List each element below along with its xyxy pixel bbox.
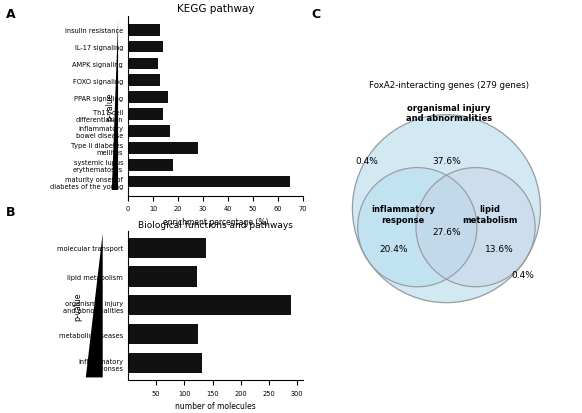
Bar bbox=[128, 176, 290, 188]
Text: A: A bbox=[6, 8, 16, 21]
Text: p-value: p-value bbox=[73, 292, 82, 320]
Bar bbox=[128, 75, 161, 87]
Text: 0.4%: 0.4% bbox=[356, 157, 378, 166]
Bar bbox=[128, 324, 198, 344]
Text: 37.6%: 37.6% bbox=[432, 157, 461, 166]
Text: FoxA2-interacting genes (279 genes): FoxA2-interacting genes (279 genes) bbox=[369, 81, 529, 90]
Bar bbox=[128, 353, 203, 373]
Text: organismal injury
and abnormalities: organismal injury and abnormalities bbox=[406, 104, 492, 123]
Bar bbox=[128, 92, 168, 104]
Bar bbox=[128, 267, 197, 287]
Bar bbox=[128, 296, 292, 316]
Bar bbox=[128, 25, 161, 36]
Circle shape bbox=[353, 115, 541, 303]
Text: B: B bbox=[6, 206, 15, 218]
Text: 20.4%: 20.4% bbox=[379, 244, 408, 253]
X-axis label: enrichment percentage (%): enrichment percentage (%) bbox=[162, 217, 268, 226]
Text: 27.6%: 27.6% bbox=[432, 227, 461, 236]
Text: 0.4%: 0.4% bbox=[512, 271, 535, 280]
Circle shape bbox=[416, 168, 535, 287]
X-axis label: number of molecules: number of molecules bbox=[175, 401, 255, 410]
Circle shape bbox=[358, 168, 477, 287]
Title: KEGG pathway: KEGG pathway bbox=[176, 5, 254, 14]
Title: Biological functions and pathways: Biological functions and pathways bbox=[138, 220, 293, 229]
Bar bbox=[128, 109, 163, 121]
Bar bbox=[128, 126, 171, 138]
Text: inflammatory
response: inflammatory response bbox=[371, 205, 435, 224]
Bar bbox=[128, 238, 206, 258]
Text: p-value: p-value bbox=[105, 92, 114, 121]
Text: C: C bbox=[311, 8, 321, 21]
Polygon shape bbox=[86, 234, 102, 377]
Bar bbox=[128, 42, 163, 53]
Text: 13.6%: 13.6% bbox=[485, 244, 514, 253]
Text: lipid
metabolism: lipid metabolism bbox=[463, 205, 518, 224]
Bar bbox=[128, 159, 173, 171]
Polygon shape bbox=[112, 22, 118, 190]
Bar bbox=[128, 142, 198, 154]
Bar bbox=[128, 58, 158, 70]
